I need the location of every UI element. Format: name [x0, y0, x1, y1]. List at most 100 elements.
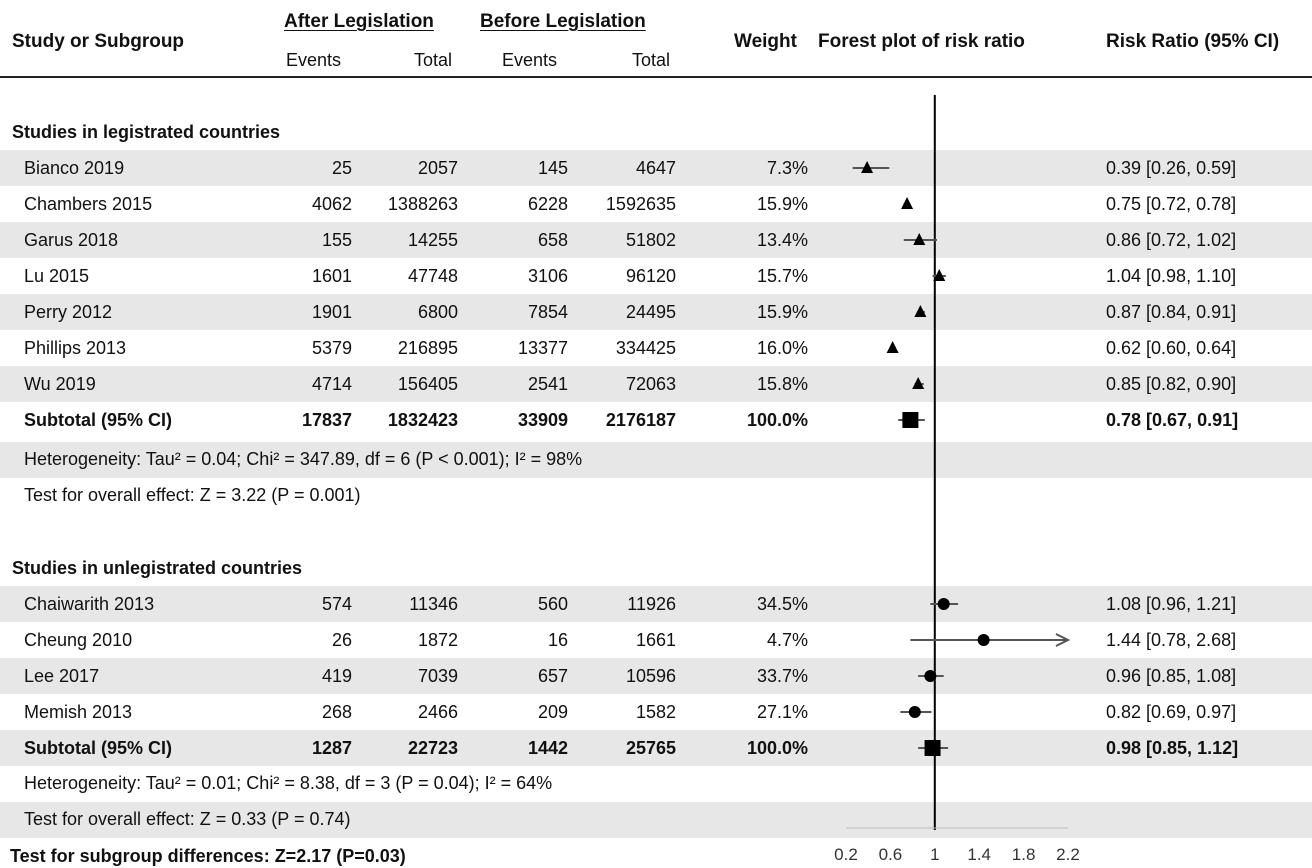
before-events: 7854: [527, 302, 568, 322]
table-row: Lu 2015 1601 47748 3106 96120 15.7% 1.04 [0.98…: [0, 258, 1312, 294]
study-name: Phillips 2013: [24, 338, 127, 358]
table-row: Memish 2013 268 2466 209 1582 27.1% 0.82 [0.69…: [0, 694, 1312, 730]
table-row: Cheung 2010 26 1872 16 1661 4.7% 1.44 [0.78, 2…: [0, 622, 1312, 658]
table-row: Chambers 2015 4062 1388263 6228 1592635 15.9%…: [0, 186, 1312, 222]
stripe: [0, 730, 1312, 766]
header-weight: Weight: [734, 31, 797, 52]
study-name: Wu 2019: [24, 374, 96, 394]
before-events: 16: [547, 630, 568, 650]
weight: 33.7%: [756, 666, 808, 686]
weight: 15.9%: [756, 194, 808, 214]
after-total: 1872: [417, 630, 458, 650]
study-name: Memish 2013: [24, 702, 133, 722]
before-events: 560: [537, 594, 568, 614]
stripe: [0, 802, 1312, 838]
weight: 4.7%: [766, 630, 808, 650]
forest-tick-label: 0.6: [879, 845, 903, 864]
before-events: 13377: [517, 338, 568, 358]
after-events: 25: [331, 158, 352, 178]
risk-ratio-ci: 0.87 [0.84, 0.91]: [1106, 302, 1237, 322]
after-total: 11346: [409, 594, 458, 614]
before-events: 145: [537, 158, 568, 178]
stripe: [0, 222, 1312, 258]
before-total: 24495: [625, 302, 676, 322]
stripe: [0, 366, 1312, 402]
forest-tick-label: 1.4: [967, 845, 991, 864]
before-total: 1582: [635, 702, 676, 722]
forest-tick-label: 0.2: [834, 845, 858, 864]
weight: 34.5%: [756, 594, 808, 614]
header-rule: [0, 76, 1312, 78]
risk-ratio-ci: 1.44 [0.78, 2.68]: [1106, 630, 1237, 650]
risk-ratio-ci: 0.98 [0.85, 1.12]: [1106, 738, 1239, 758]
before-total: 4647: [635, 158, 676, 178]
header-before-legislation: Before Legislation: [480, 11, 646, 32]
header-after-legislation: After Legislation: [284, 11, 434, 32]
study-name: Subtotal (95% CI): [24, 738, 173, 758]
before-events: 1442: [527, 738, 568, 758]
table-row: Chaiwarith 2013 574 11346 560 11926 34.5% 1.08…: [0, 586, 1312, 622]
before-total: 51802: [625, 230, 676, 250]
before-events: 657: [537, 666, 568, 686]
section-title-unlegistrated: Studies in unlegistrated countries: [12, 558, 303, 578]
before-total: 10596: [625, 666, 676, 686]
subtotal-row: Subtotal (95% CI) 17837 1832423 33909 217618…: [0, 402, 1312, 438]
risk-ratio-ci: 0.62 [0.60, 0.64]: [1106, 338, 1237, 358]
after-events: 17837: [301, 410, 352, 430]
weight: 27.1%: [756, 702, 808, 722]
table-row: Wu 2019 4714 156405 2541 72063 15.8% 0.85 [0.8…: [0, 366, 1312, 402]
weight: 15.9%: [756, 302, 808, 322]
study-name: Perry 2012: [24, 302, 113, 322]
after-total: 47748: [407, 266, 458, 286]
stripe: [0, 294, 1312, 330]
after-total: 7039: [417, 666, 458, 686]
after-total: 2466: [417, 702, 458, 722]
header-risk-ratio: Risk Ratio (95% CI): [1106, 31, 1280, 52]
after-total: 1832423: [387, 410, 458, 430]
table-row: Perry 2012 1901 6800 7854 24495 15.9% 0.87 [0.…: [0, 294, 1312, 330]
risk-ratio-ci: 0.78 [0.67, 0.91]: [1106, 410, 1239, 430]
header-study: Study or Subgroup: [12, 31, 185, 52]
before-events: 33909: [517, 410, 568, 430]
before-total: 1661: [635, 630, 676, 650]
stripe: [0, 586, 1312, 622]
study-name: Subtotal (95% CI): [24, 410, 173, 430]
study-name: Lee 2017: [24, 666, 100, 686]
after-total: 14255: [407, 230, 458, 250]
after-total: 6800: [417, 302, 458, 322]
stripe: [0, 658, 1312, 694]
header-after-total: Total: [414, 50, 453, 70]
after-events: 574: [321, 594, 352, 614]
subgroup-differences-test: Test for subgroup differences: Z=2.17 (P…: [10, 846, 406, 866]
after-events: 419: [321, 666, 352, 686]
after-events: 155: [321, 230, 352, 250]
before-events: 6228: [527, 194, 568, 214]
header-after-events: Events: [286, 50, 342, 70]
table-row: Bianco 2019 25 2057 145 4647 7.3% 0.39 [0.26, …: [0, 150, 1312, 186]
study-name: Cheung 2010: [24, 630, 133, 650]
forest-tick-label: 1.8: [1012, 845, 1036, 864]
subtotal-row: Subtotal (95% CI) 1287 22723 1442 25765 100.0…: [0, 730, 1312, 766]
weight: 100.0%: [746, 410, 808, 430]
after-total: 1388263: [387, 194, 458, 214]
after-total: 22723: [407, 738, 458, 758]
before-total: 72063: [625, 374, 676, 394]
before-total: 2176187: [605, 410, 676, 430]
study-name: Chambers 2015: [24, 194, 153, 214]
risk-ratio-ci: 0.82 [0.69, 0.97]: [1106, 702, 1237, 722]
before-events: 3106: [527, 266, 568, 286]
before-total: 334425: [615, 338, 676, 358]
after-events: 5379: [311, 338, 352, 358]
after-events: 1601: [311, 266, 352, 286]
after-events: 1287: [311, 738, 352, 758]
after-events: 1901: [311, 302, 352, 322]
stripe: [0, 150, 1312, 186]
weight: 15.7%: [756, 266, 808, 286]
before-total: 96120: [625, 266, 676, 286]
table-row: Phillips 2013 5379 216895 13377 334425 16.0% 0…: [0, 330, 1312, 366]
before-total: 11926: [627, 594, 676, 614]
before-events: 2541: [527, 374, 568, 394]
after-total: 2057: [417, 158, 458, 178]
before-events: 209: [537, 702, 568, 722]
risk-ratio-ci: 1.08 [0.96, 1.21]: [1106, 594, 1237, 614]
